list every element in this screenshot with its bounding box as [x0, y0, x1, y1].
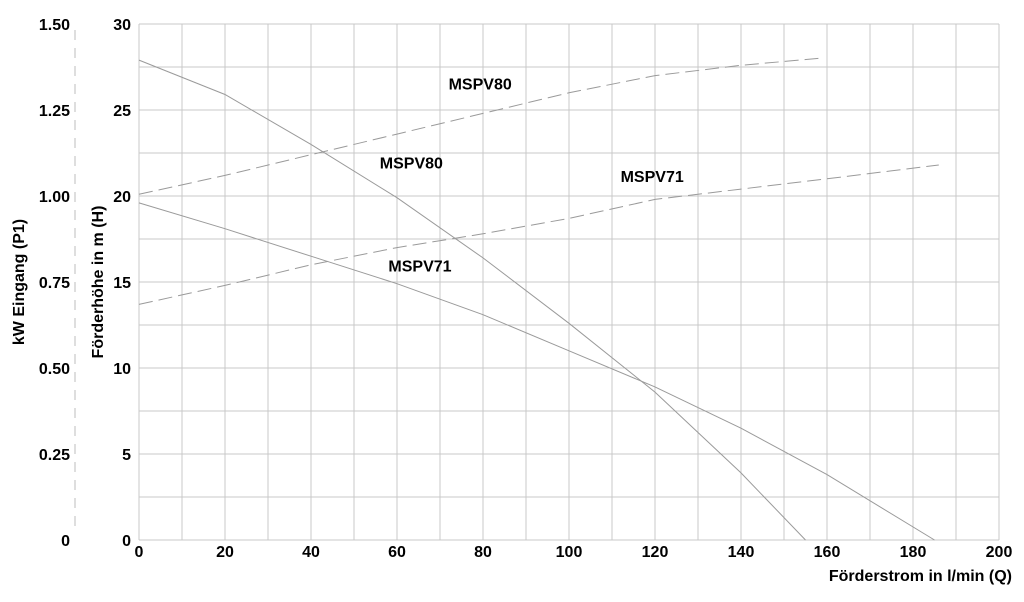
y2-tick-label: 0.75: [39, 275, 70, 292]
y-tick-label: 15: [113, 275, 131, 292]
x-tick-label: 180: [900, 544, 927, 561]
tick-labels: 0 20 40 60 80 100 120 140 160 180 200 0 5 10 15 20 25 30 0…: [39, 17, 1013, 561]
x-tick-label: 200: [986, 544, 1013, 561]
y-tick-label: 5: [122, 447, 131, 464]
y2-tick-label: 0.25: [39, 447, 70, 464]
series-labels: MSPV80 MSPV80 MSPV71 MSPV71: [380, 76, 684, 275]
series-label-mspv71-head: MSPV71: [388, 259, 451, 276]
y-tick-label: 25: [113, 103, 131, 120]
x-axis-label: Förderstrom in l/min (Q): [829, 568, 1012, 585]
y-tick-label: 20: [113, 189, 131, 206]
x-tick-label: 140: [728, 544, 755, 561]
x-tick-label: 120: [642, 544, 669, 561]
series-mspv71-head-line: [138, 202, 935, 541]
curves: [138, 57, 939, 541]
x-tick-label: 60: [388, 544, 406, 561]
grid: [138, 23, 1000, 541]
series-mspv80-power-line: [138, 57, 819, 195]
series-mspv80-head-line: [138, 59, 806, 541]
y2-tick-label: 0.50: [39, 361, 70, 378]
y2-tick-label: 1.25: [39, 103, 70, 120]
y-tick-label: 10: [113, 361, 131, 378]
y2-tick-label: 1.50: [39, 17, 70, 34]
x-tick-label: 40: [302, 544, 320, 561]
series-label-mspv71-power: MSPV71: [621, 169, 684, 186]
x-tick-label: 20: [216, 544, 234, 561]
x-tick-label: 100: [556, 544, 583, 561]
y-tick-label: 30: [113, 17, 131, 34]
y-axis-label: Förderhöhe in m (H): [90, 206, 107, 359]
x-tick-label: 80: [474, 544, 492, 561]
y2-axis-label: kW Eingang (P1): [11, 219, 28, 345]
x-tick-label: 160: [814, 544, 841, 561]
x-tick-label: 0: [135, 544, 144, 561]
series-label-mspv80-head: MSPV80: [380, 155, 443, 172]
y2-tick-label: 1.00: [39, 189, 70, 206]
y2-tick-label: 0: [61, 533, 70, 550]
series-label-mspv80-power: MSPV80: [449, 76, 512, 93]
y-tick-label: 0: [122, 533, 131, 550]
series-mspv71-power-line: [138, 164, 939, 305]
